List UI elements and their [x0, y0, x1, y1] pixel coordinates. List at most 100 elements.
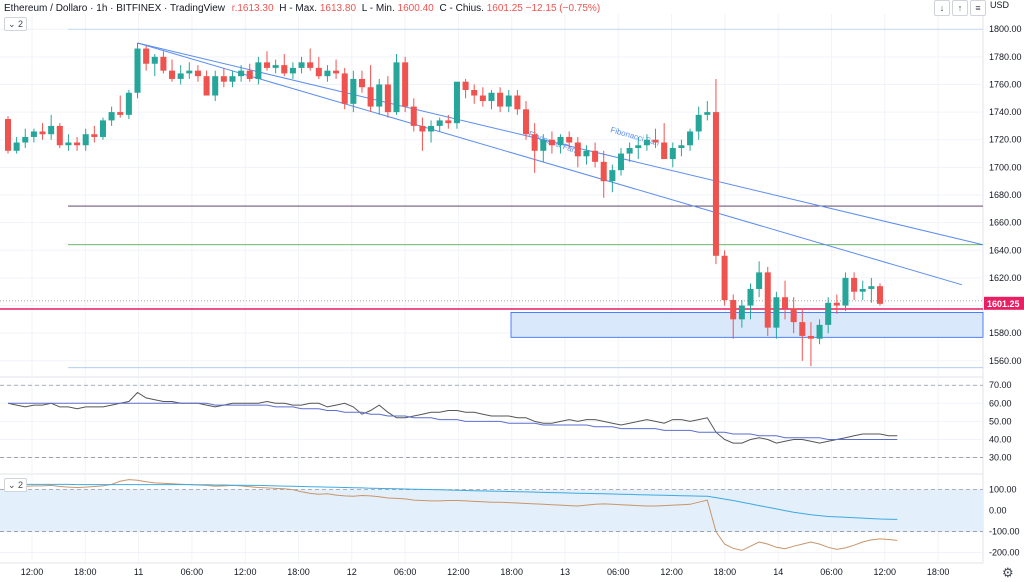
y-tick-label: 1580.00	[989, 328, 1022, 338]
candle-body	[833, 302, 840, 306]
candle-body	[272, 65, 279, 68]
candle-body	[82, 134, 89, 146]
candle-body	[108, 112, 115, 121]
gear-icon[interactable]: ⚙	[1002, 565, 1014, 580]
candle-body	[825, 302, 832, 325]
candle-body	[600, 161, 607, 182]
y-tick-label: 1700.00	[989, 162, 1022, 172]
candle-body	[851, 277, 858, 292]
y-tick-label: 1720.00	[989, 135, 1022, 145]
close-label: C - Chius.	[439, 3, 484, 14]
candle-body	[246, 70, 253, 79]
candle-body	[782, 297, 789, 309]
candle-body	[747, 288, 754, 306]
candle-body	[220, 76, 227, 82]
candle-body	[652, 139, 659, 143]
x-tick-label: 18:00	[927, 567, 950, 577]
y-tick-label: 1800.00	[989, 24, 1022, 34]
candle-body	[626, 148, 633, 154]
low-label: L - Min.	[361, 3, 395, 14]
candle-body	[39, 131, 46, 135]
low-value: 1600.40	[397, 3, 434, 14]
candle-body	[876, 286, 884, 304]
candle-body	[281, 65, 288, 74]
ohlc-prefix: r.	[231, 3, 238, 14]
candle-body	[548, 139, 555, 146]
candle-body	[263, 62, 271, 68]
arrow-down-icon: ↓	[939, 3, 945, 13]
candle-body	[609, 170, 616, 182]
currency-label: USD	[990, 0, 1010, 10]
candle-body	[583, 150, 590, 157]
main-pane-collapse-button[interactable]: ⌄ 2	[4, 17, 28, 31]
change-value: −12.15 (−0.75%)	[525, 3, 601, 14]
candle-body	[99, 120, 106, 137]
y-tick-label: 1660.00	[989, 218, 1022, 228]
candle-body	[203, 76, 210, 96]
x-tick-label: 11	[134, 567, 143, 577]
scroll-down-button[interactable]: ↓	[934, 0, 950, 16]
candle-body	[74, 142, 81, 146]
candle-body	[868, 286, 875, 289]
candle-body	[341, 73, 348, 104]
more-button[interactable]: ≡	[970, 0, 986, 16]
candle-body	[428, 125, 435, 132]
candle-body	[557, 136, 564, 146]
candle-body	[393, 62, 400, 113]
y-tick-label: 1640.00	[989, 245, 1022, 255]
y-tick-label: 1760.00	[989, 79, 1022, 89]
x-tick-label: 12:00	[447, 567, 470, 577]
high-label: H - Max.	[279, 3, 318, 14]
x-tick-label: 06:00	[181, 567, 204, 577]
candle-body	[505, 95, 512, 107]
candle-body	[125, 92, 132, 115]
candle-body	[289, 67, 296, 74]
scroll-up-button[interactable]: ↑	[952, 0, 968, 16]
candle-body	[721, 255, 728, 301]
y-tick-label: 1740.00	[989, 107, 1022, 117]
candle-body	[531, 134, 538, 151]
candle-body	[229, 76, 236, 82]
candle-body	[333, 70, 340, 74]
x-tick-label: 06:00	[820, 567, 843, 577]
y-tick-label: -100.00	[989, 527, 1020, 537]
y-tick-label: 1560.00	[989, 356, 1022, 366]
x-tick-label: 18:00	[74, 567, 97, 577]
y-tick-label: -200.00	[989, 548, 1020, 558]
candle-body	[712, 112, 719, 256]
x-tick-label: 12	[347, 567, 357, 577]
x-tick-label: 06:00	[394, 567, 417, 577]
candle-body	[402, 62, 409, 107]
candle-body	[643, 139, 650, 146]
oscillator-zone	[0, 489, 983, 532]
candle-body	[687, 131, 694, 146]
candle-body	[756, 272, 763, 289]
candle-body	[764, 272, 771, 328]
candle-body	[13, 142, 20, 151]
y-tick-label: 60.00	[989, 398, 1012, 408]
main-pane-count: 2	[18, 19, 24, 29]
rsi-line	[7, 391, 898, 444]
menu-icon: ≡	[975, 3, 981, 13]
candle-body	[488, 92, 495, 102]
candle-body	[617, 153, 625, 171]
x-tick-label: 12:00	[234, 567, 257, 577]
x-tick-label: 12:00	[21, 567, 44, 577]
candle-body	[471, 89, 478, 96]
candle-body	[799, 322, 806, 336]
open-value: 1613.30	[237, 3, 274, 14]
candle-body	[4, 119, 12, 151]
candle-body	[635, 145, 642, 149]
candle-body	[730, 300, 737, 320]
candle-body	[669, 148, 676, 160]
y-tick-label: 30.00	[989, 453, 1012, 463]
osc-pane-collapse-button[interactable]: ⌄ 2	[4, 478, 28, 492]
candle-body	[376, 84, 383, 107]
candle-body	[151, 56, 158, 64]
candle-body	[194, 70, 201, 77]
candle-body	[324, 70, 331, 77]
candle-body	[773, 297, 780, 328]
rsi-ma-line	[8, 402, 898, 440]
candle-body	[445, 120, 452, 124]
